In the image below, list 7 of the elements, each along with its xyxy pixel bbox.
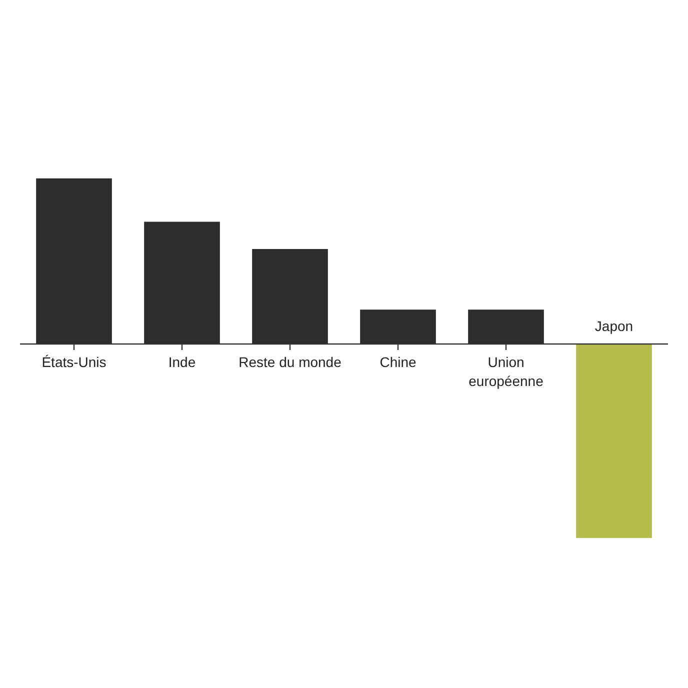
x-tick-label: Reste du monde: [238, 354, 342, 370]
x-tick-label: Inde: [168, 354, 196, 370]
x-tick-label: Japon: [594, 318, 634, 334]
x-tick-label: Chine: [380, 354, 416, 370]
bar: [576, 344, 652, 538]
x-tick-label: États-Unis: [42, 354, 106, 370]
x-tick-label: Union européenne: [468, 354, 544, 389]
